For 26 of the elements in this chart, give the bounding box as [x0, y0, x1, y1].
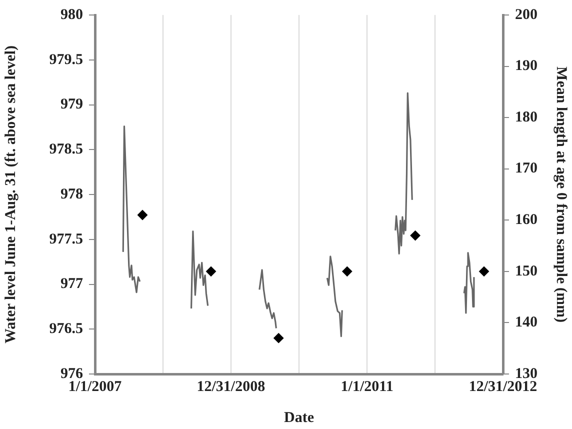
y-tick-label: 980	[60, 6, 83, 23]
y2-tick-label: 200	[515, 6, 538, 23]
y-tick-label: 978	[60, 186, 83, 202]
y2-axis-title: Mean length at age 0 from sample (mm)	[553, 66, 570, 322]
y2-tick-label: 170	[515, 160, 538, 177]
y-tick-label: 979	[60, 96, 83, 113]
y-tick-label: 979.5	[49, 52, 83, 68]
point	[410, 230, 420, 241]
point	[479, 266, 490, 276]
point	[206, 266, 216, 276]
point	[137, 210, 148, 220]
x-tick-label: 1/1/2011	[340, 378, 394, 395]
point	[342, 266, 352, 276]
x-tick-label: 12/31/2008	[196, 378, 266, 395]
y2-tick-label: 140	[515, 314, 538, 331]
y2-tick-label: 160	[515, 212, 538, 228]
y-tick-label: 978.5	[49, 142, 83, 158]
y-tick-label: 976.5	[49, 321, 83, 337]
y-axis-title: Water level June 1-Aug. 31 (ft. above sea level)	[2, 45, 19, 344]
y2-tick-label: 180	[515, 109, 538, 126]
y-tick-label: 977	[60, 276, 84, 292]
y2-tick-label: 190	[515, 58, 538, 74]
point	[274, 333, 284, 344]
y2-tick-label: 150	[515, 263, 538, 280]
y-tick-label: 977.5	[49, 231, 83, 248]
x-axis-title: Date	[284, 410, 314, 426]
